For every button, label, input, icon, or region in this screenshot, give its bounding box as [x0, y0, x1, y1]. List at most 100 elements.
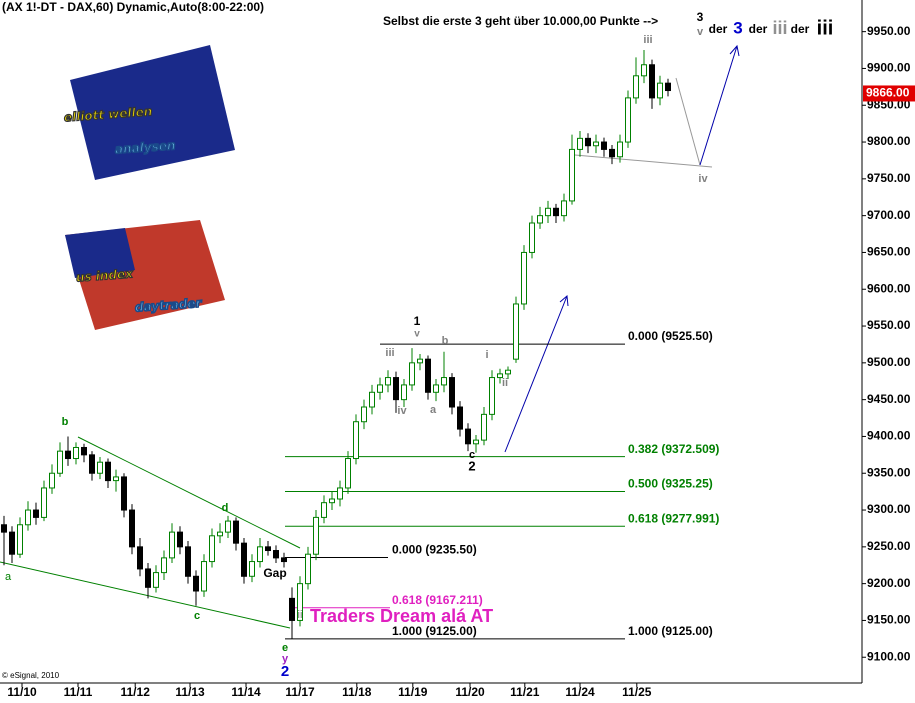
candle-body — [585, 137, 591, 147]
annotation: ii — [502, 377, 508, 389]
annotation: 3 — [697, 10, 704, 24]
candle-body — [121, 476, 127, 511]
candle-body — [73, 446, 79, 460]
candle-body — [489, 377, 495, 415]
candle-body — [113, 476, 119, 482]
candle-body — [297, 583, 303, 621]
candle-body — [433, 384, 439, 393]
credit: © eSignal, 2010 — [2, 671, 60, 680]
y-tick-label: 9500.00 — [867, 355, 911, 369]
fib-label: 1.000 (9125.00) — [392, 624, 477, 638]
candle-body — [57, 450, 63, 474]
candle-body — [569, 148, 575, 202]
candle-body — [393, 377, 399, 401]
candle-body — [1, 524, 7, 533]
candle-body — [641, 64, 647, 77]
candle-body — [481, 413, 487, 441]
candle-body — [609, 148, 615, 158]
x-tick-label: 11/24 — [565, 685, 595, 699]
candle-body — [545, 207, 551, 217]
candle-body — [649, 64, 655, 99]
candle-body — [505, 369, 511, 375]
annotation: 3 — [733, 18, 742, 37]
annotation: der — [709, 22, 728, 36]
candle-body — [577, 137, 583, 150]
annotation: b — [442, 335, 449, 347]
candle-body — [385, 377, 391, 386]
trend-lines — [0, 44, 740, 629]
annotation: b — [62, 416, 69, 428]
candle-body — [657, 82, 663, 99]
chart-title: (AX 1!-DT - DAX,60) Dynamic,Auto(8:00-22… — [2, 0, 264, 14]
last-price-box — [863, 85, 915, 102]
wedge-lower — [0, 561, 291, 629]
y-tick-label: 9350.00 — [867, 465, 911, 479]
annotation: iii — [817, 17, 834, 39]
annotation: iv — [397, 405, 407, 417]
candle-body — [257, 546, 263, 563]
candle-body — [329, 498, 335, 504]
y-tick-label: 9250.00 — [867, 539, 911, 553]
y-tick-label: 9400.00 — [867, 429, 911, 443]
candle-body — [177, 531, 183, 548]
x-tick-label: 11/21 — [510, 685, 540, 699]
logo-text: analysen — [114, 138, 175, 156]
logo-text: us index — [75, 266, 134, 284]
annotation: 1 — [414, 314, 421, 328]
candle-body — [65, 450, 71, 460]
candle-body — [425, 358, 431, 393]
candle-body — [305, 553, 311, 585]
candle-body — [441, 377, 447, 386]
candle-body — [417, 358, 423, 364]
candle-body — [473, 439, 479, 445]
candle-body — [321, 502, 327, 518]
annotation: iv — [698, 173, 708, 185]
annotation: 2 — [281, 663, 289, 680]
y-tick-label: 9200.00 — [867, 576, 911, 590]
candle-body — [241, 542, 247, 577]
candle-body — [361, 406, 367, 423]
candle-body — [137, 546, 143, 570]
wedge-upper — [77, 436, 301, 549]
annotation: v — [414, 329, 420, 340]
last-price-label: 9866.00 — [866, 86, 910, 100]
candle-body — [633, 75, 639, 99]
us-flag-canton — [65, 228, 135, 278]
x-tick-label: 11/14 — [231, 685, 261, 699]
x-tick-label: 11/18 — [342, 685, 372, 699]
candle-body — [313, 516, 319, 555]
candle-body — [281, 557, 287, 563]
x-tick-label: 11/17 — [285, 685, 315, 699]
candle-body — [665, 82, 671, 92]
candle-body — [185, 546, 191, 577]
candle-body — [449, 377, 455, 408]
candle-body — [513, 303, 519, 360]
annotation: Gap — [263, 566, 286, 580]
x-tick-label: 11/10 — [7, 685, 37, 699]
candle-body — [409, 362, 415, 386]
annotation: a — [430, 404, 437, 416]
y-tick-label: 9750.00 — [867, 171, 911, 185]
candle-body — [25, 509, 31, 526]
y-tick-label: 9800.00 — [867, 134, 911, 148]
y-tick-label: 9600.00 — [867, 281, 911, 295]
fib-label: 0.000 (9525.50) — [628, 329, 713, 343]
candle-body — [89, 454, 95, 474]
candle-body — [457, 406, 463, 430]
candle-body — [265, 546, 271, 552]
annotation: c — [194, 610, 200, 622]
arrow-head — [559, 294, 569, 307]
annotation: ii — [298, 609, 303, 621]
candle-body — [337, 487, 343, 500]
candle-body — [33, 509, 39, 518]
x-tick-label: 11/11 — [64, 685, 93, 699]
annotation: der — [749, 22, 768, 36]
candle-body — [81, 446, 87, 456]
channel-line — [574, 154, 713, 168]
annotation: iii — [772, 18, 787, 38]
candle-body — [289, 597, 295, 621]
y-tick-label: 9900.00 — [867, 61, 911, 75]
candle-body — [17, 524, 23, 555]
candle-body — [233, 520, 239, 544]
candle-body — [537, 215, 543, 224]
